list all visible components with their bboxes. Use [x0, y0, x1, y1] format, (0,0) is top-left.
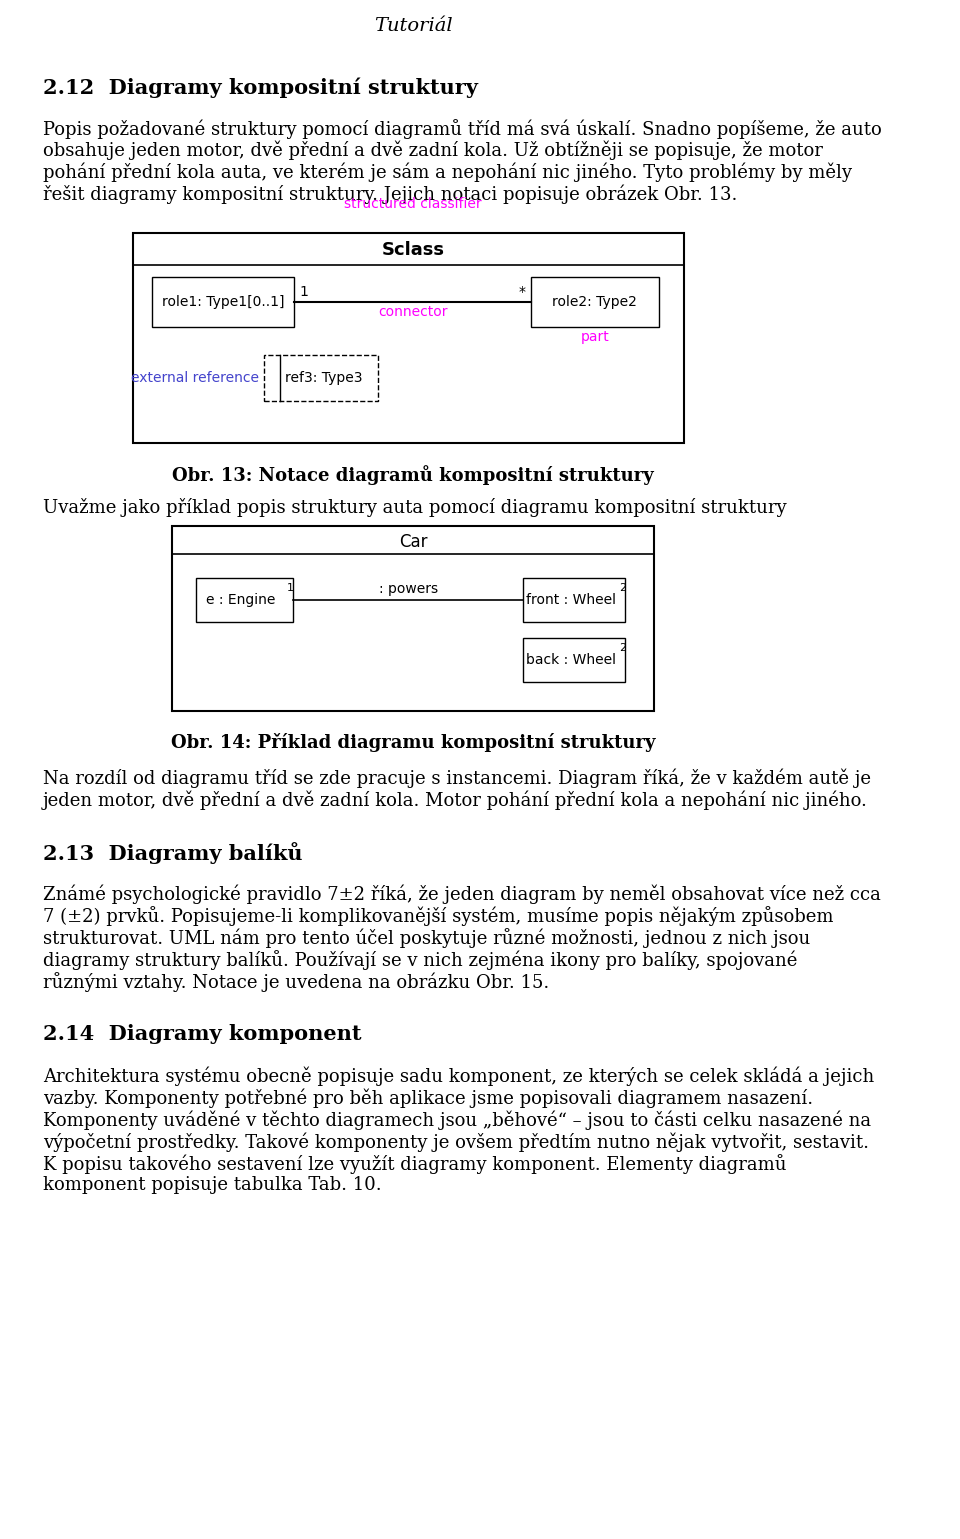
Text: Car: Car [399, 532, 427, 551]
Text: 2.12  Diagramy kompositní struktury: 2.12 Diagramy kompositní struktury [43, 77, 478, 97]
Text: diagramy struktury balíků. Používají se v nich zejména ikony pro balíky, spojova: diagramy struktury balíků. Používají se … [43, 950, 798, 970]
Text: Obr. 14: Příklad diagramu kompositní struktury: Obr. 14: Příklad diagramu kompositní str… [171, 733, 656, 753]
Text: K popisu takového sestavení lze využít diagramy komponent. Elementy diagramů: K popisu takového sestavení lze využít d… [43, 1154, 786, 1174]
Text: Obr. 13: Notace diagramů kompositní struktury: Obr. 13: Notace diagramů kompositní stru… [173, 465, 654, 485]
Text: 2: 2 [619, 583, 626, 593]
Text: strukturovat. UML nám pro tento účel poskytuje různé možnosti, jednou z nich jso: strukturovat. UML nám pro tento účel pos… [43, 928, 810, 948]
Text: *: * [519, 285, 526, 299]
Text: Architektura systému obecně popisuje sadu komponent, ze kterých se celek skládá : Architektura systému obecně popisuje sad… [43, 1067, 875, 1085]
Text: různými vztahy. Notace je uvedena na obrázku Obr. 15.: různými vztahy. Notace je uvedena na obr… [43, 973, 549, 993]
Text: 1: 1 [287, 583, 294, 593]
Bar [172, 526, 655, 711]
Text: vazby. Komponenty potřebné pro běh aplikace jsme popisovali diagramem nasazení.: vazby. Komponenty potřebné pro běh aplik… [43, 1088, 813, 1108]
Bar [153, 277, 295, 326]
Text: part: part [581, 329, 610, 345]
Text: front : Wheel: front : Wheel [526, 593, 615, 606]
Text: Známé psychologické pravidlo 7±2 říká, že jeden diagram by neměl obsahovat více : Známé psychologické pravidlo 7±2 říká, ž… [43, 883, 881, 903]
Text: Komponenty uváděné v těchto diagramech jsou „běhové“ – jsou to části celku nasaz: Komponenty uváděné v těchto diagramech j… [43, 1110, 871, 1130]
Text: 2.13  Diagramy balíků: 2.13 Diagramy balíků [43, 842, 302, 863]
Text: jeden motor, dvě přední a dvě zadní kola. Motor pohání přední kola a nepohání ni: jeden motor, dvě přední a dvě zadní kola… [43, 790, 868, 810]
Text: řešit diagramy kompositní struktury. Jejich notaci popisuje obrázek Obr. 13.: řešit diagramy kompositní struktury. Jej… [43, 185, 737, 205]
Text: back : Wheel: back : Wheel [526, 653, 615, 666]
Bar [531, 277, 659, 326]
Text: 1: 1 [300, 285, 308, 299]
Text: role2: Type2: role2: Type2 [552, 295, 637, 309]
Text: structured classifier: structured classifier [345, 197, 482, 211]
Text: external reference: external reference [132, 371, 259, 385]
Bar [264, 356, 378, 402]
Text: obsahuje jeden motor, dvě přední a dvě zadní kola. Už obtížněji se popisuje, že : obsahuje jeden motor, dvě přední a dvě z… [43, 142, 823, 160]
Bar [523, 639, 625, 682]
Text: Tutoriál: Tutoriál [374, 17, 452, 35]
Text: connector: connector [378, 305, 447, 319]
Text: výpočetní prostředky. Takové komponenty je ovšem předtím nutno nějak vytvořit, s: výpočetní prostředky. Takové komponenty … [43, 1133, 869, 1151]
Text: 7 (±2) prvků. Popisujeme-li komplikovanější systém, musíme popis nějakým způsobe: 7 (±2) prvků. Popisujeme-li komplikovaně… [43, 906, 833, 926]
Bar [523, 579, 625, 622]
Text: 2.14  Diagramy komponent: 2.14 Diagramy komponent [43, 1023, 362, 1043]
Text: : powers: : powers [378, 582, 438, 596]
Text: 2: 2 [619, 643, 626, 653]
Text: pohání přední kola auta, ve kterém je sám a nepohání nic jiného. Tyto problémy b: pohání přední kola auta, ve kterém je sá… [43, 163, 852, 183]
Text: role1: Type1[0..1]: role1: Type1[0..1] [162, 295, 285, 309]
Text: Na rozdíl od diagramu tříd se zde pracuje s instancemi. Diagram říká, že v každé: Na rozdíl od diagramu tříd se zde pracuj… [43, 768, 871, 788]
Text: Sclass: Sclass [382, 242, 444, 259]
Bar [196, 579, 293, 622]
Text: e : Engine: e : Engine [206, 593, 276, 606]
Text: komponent popisuje tabulka Tab. 10.: komponent popisuje tabulka Tab. 10. [43, 1176, 382, 1194]
Text: Uvažme jako příklad popis struktury auta pomocí diagramu kompositní struktury: Uvažme jako příklad popis struktury auta… [43, 499, 786, 517]
Text: ref3: Type3: ref3: Type3 [285, 371, 363, 385]
Bar [133, 232, 684, 443]
Text: Popis požadované struktury pomocí diagramů tříd má svá úskalí. Snadno popíšeme, : Popis požadované struktury pomocí diagra… [43, 119, 882, 139]
